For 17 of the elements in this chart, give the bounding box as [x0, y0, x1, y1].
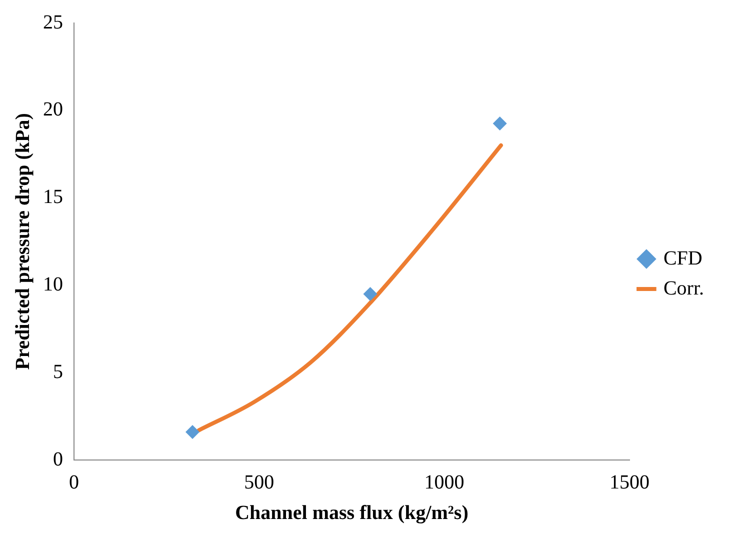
y-tick-label: 15	[43, 186, 63, 208]
legend-label: Corr.	[663, 277, 704, 300]
x-tick-label: 0	[69, 471, 79, 494]
y-tick-label: 5	[53, 360, 63, 383]
legend-label: CFD	[663, 247, 702, 270]
x-tick-label: 500	[244, 471, 274, 494]
point	[492, 116, 507, 131]
y-tick-label: 25	[43, 11, 63, 34]
y-tick-label: 20	[43, 98, 63, 121]
point	[185, 425, 200, 440]
x-axis-title: Channel mass flux (kg/m²s)	[235, 502, 468, 524]
x-tick-label: 1500	[609, 471, 650, 494]
point	[363, 286, 378, 301]
y-axis-title: Predicted pressure drop (kPa)	[12, 113, 34, 370]
y-tick-label: 10	[43, 273, 63, 296]
x-tick-label: 1000	[424, 471, 464, 494]
y-tick-label: 0	[53, 448, 63, 470]
